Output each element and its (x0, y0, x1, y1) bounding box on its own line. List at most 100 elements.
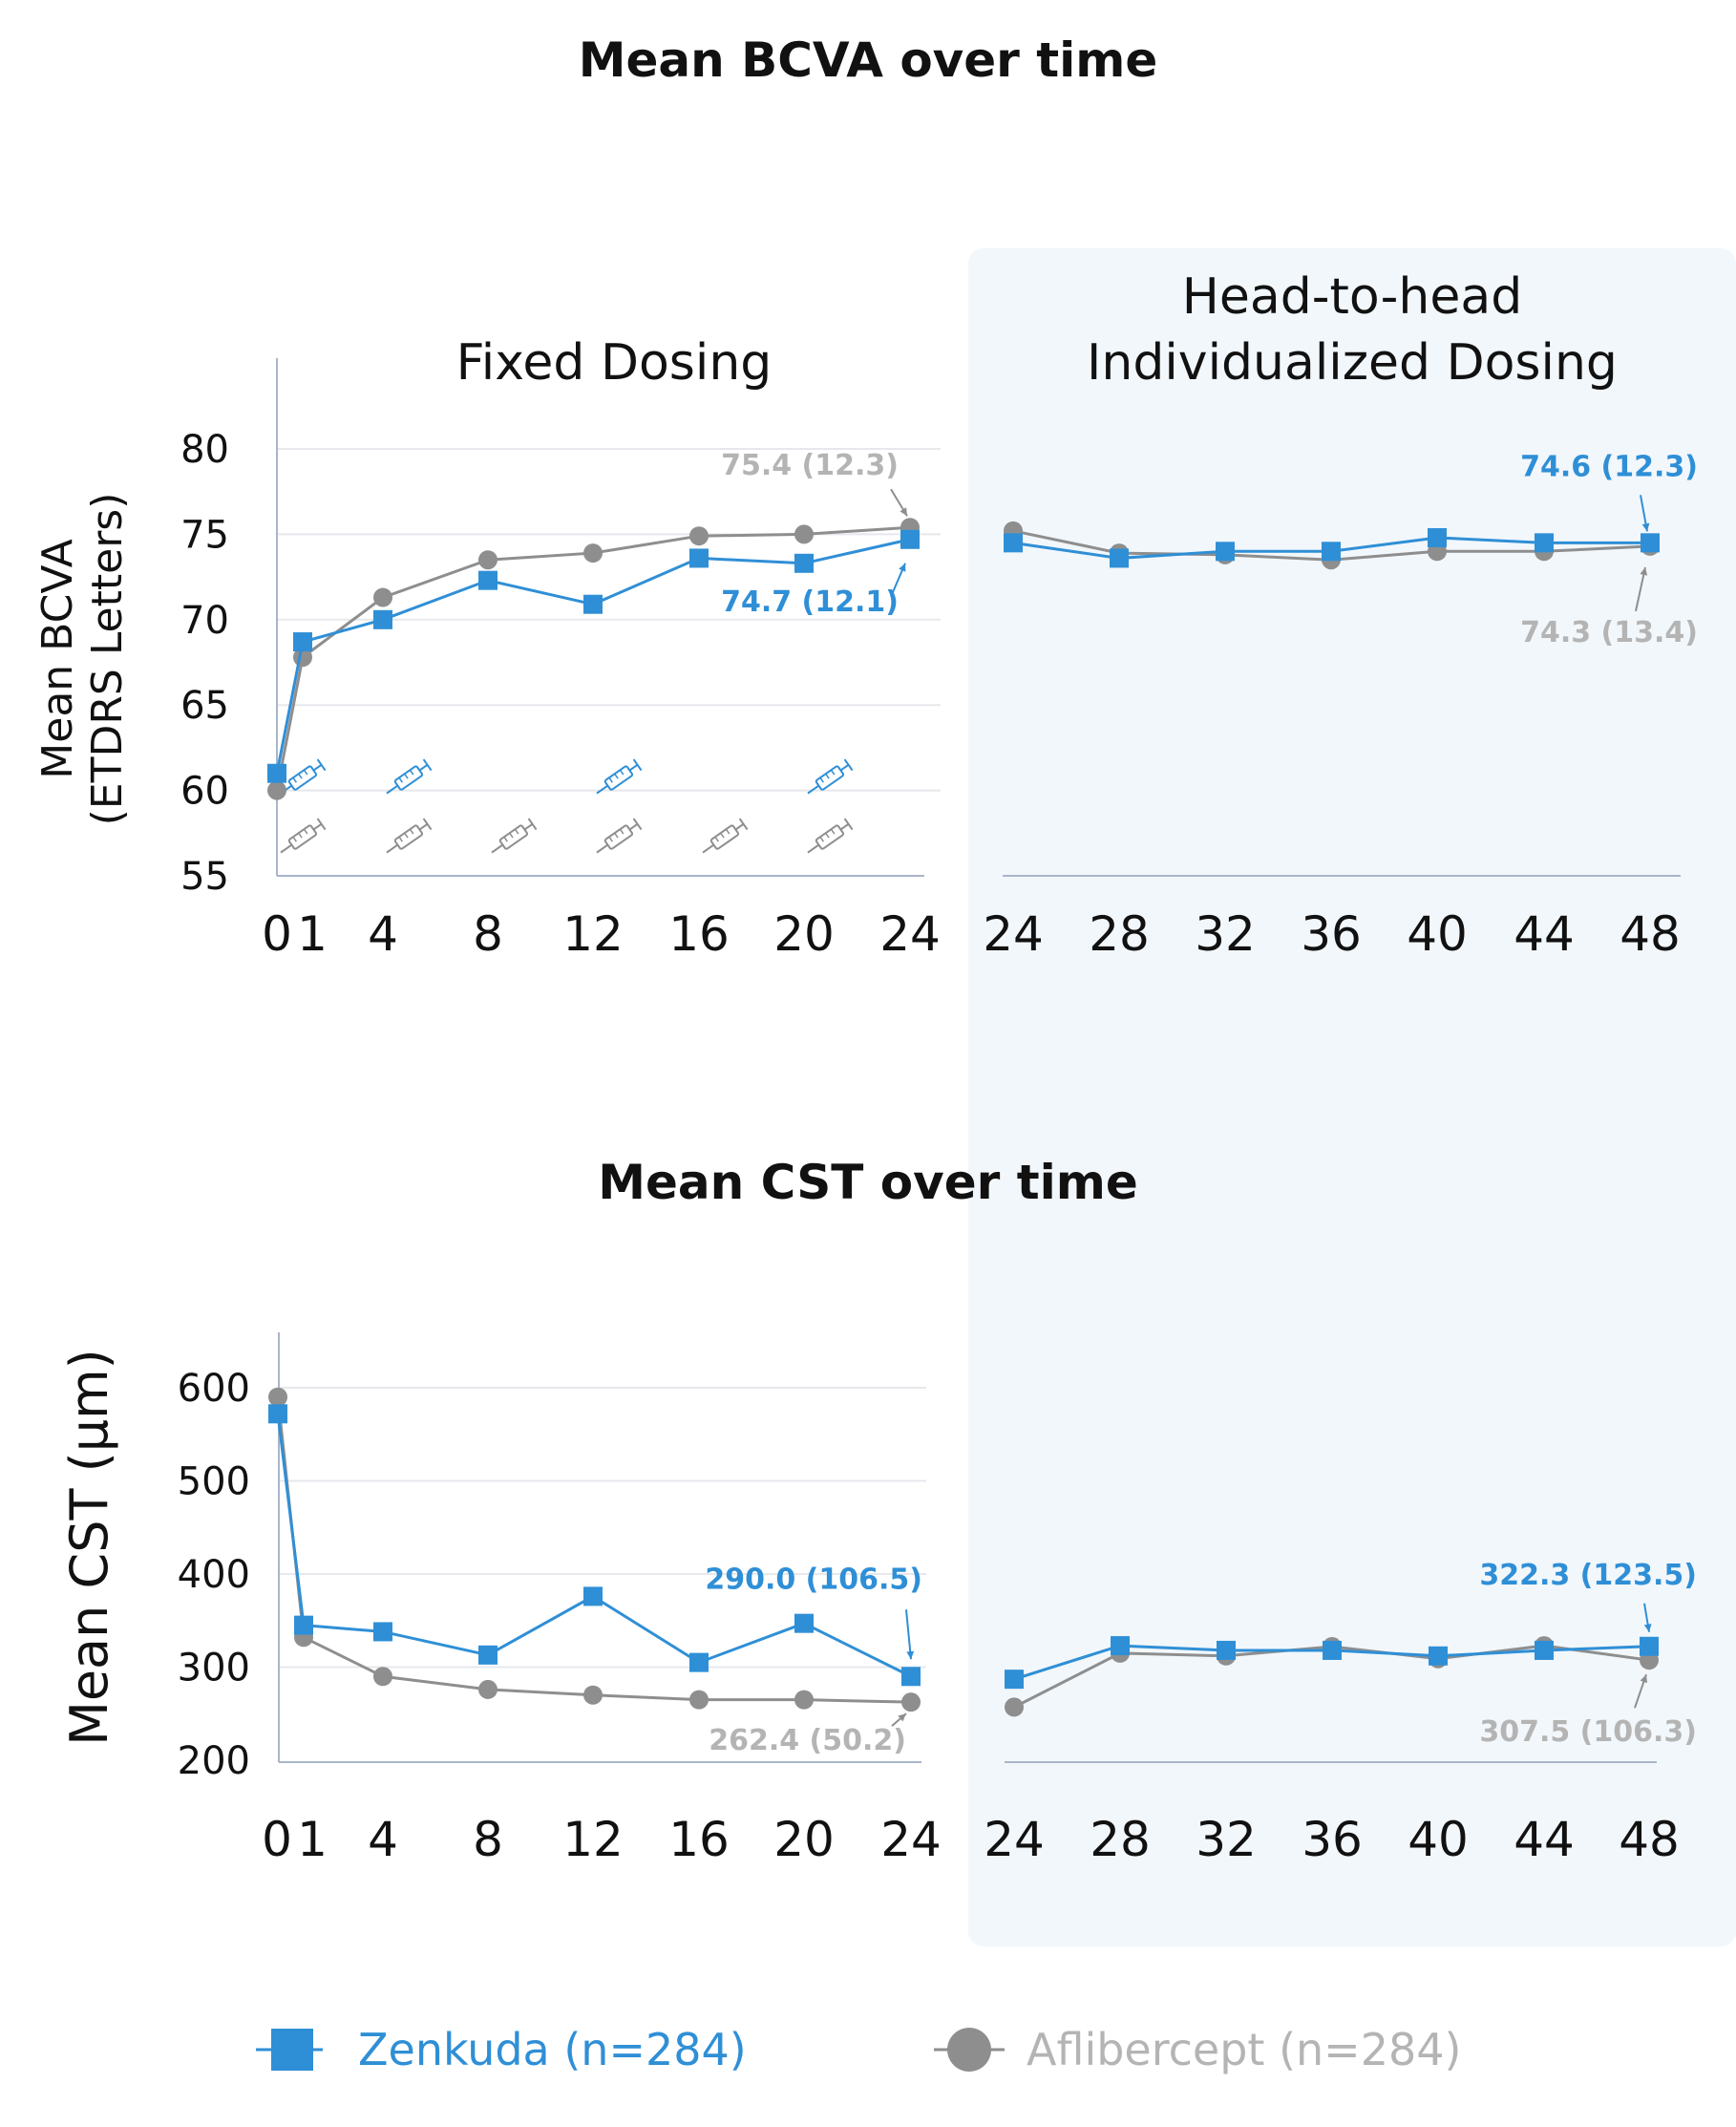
cst-fixed-aflibercept-point (689, 1690, 709, 1710)
aflibercept-injection-icon-handle (316, 818, 327, 831)
zenkuda-injection-icon-needle (807, 784, 820, 795)
bcva-h2h-zenkuda-point (1322, 542, 1341, 562)
aflibercept-injection-icon (280, 818, 327, 854)
zenkuda-injection-icon-tick (614, 773, 619, 779)
aflibercept-injection-icon-tick (819, 836, 824, 842)
cst-fixed-zenkuda-point (294, 1615, 313, 1635)
legend-aflibercept-label: Aflibercept (n=284) (1027, 2024, 1461, 2075)
aflibercept-injection-icon-tick (720, 832, 725, 839)
zenkuda-injection-icon-tick (398, 776, 403, 783)
aflibercept-injection-icon-handle (422, 818, 433, 831)
cst-y-tick-label: 200 (178, 1739, 250, 1783)
cst-fixed-aflibercept-point (478, 1679, 498, 1699)
aflibercept-injection-icon-tick (725, 828, 730, 835)
cst-fixed-zenkuda-point (901, 1667, 921, 1687)
bcva-h2h-zenkuda-point (1216, 542, 1235, 562)
zenkuda-injection-icon-plunger (418, 763, 429, 772)
cst-fixed-aflibercept-point (583, 1685, 603, 1705)
aflibercept-injection-icon-tick (398, 836, 403, 842)
zenkuda-injection-icon-tick (292, 776, 297, 783)
zenkuda-injection-icon (807, 758, 854, 795)
bcva-h2h-x-tick-label: 48 (1620, 906, 1681, 962)
bcva-fixed-zenkuda-point (293, 632, 312, 652)
zenkuda-injection-icon-handle (843, 758, 854, 772)
bcva-fixed-x-tick-label: 24 (879, 906, 941, 962)
cst-h2h-x-tick-label: 32 (1196, 1812, 1257, 1867)
legend-aflibercept-circle-icon (947, 2028, 991, 2072)
cst-y-tick-label: 500 (178, 1460, 250, 1504)
aflibercept-injection-icon-tick (503, 836, 508, 842)
bcva-fixed-aflibercept-annotation-arrow-head (900, 507, 907, 517)
cst-fixed-zenkuda-annotation: 290.0 (106.5) (705, 1563, 922, 1596)
bcva-fixed-aflibercept-point (373, 587, 392, 607)
bcva-h2h-aflibercept-annotation: 74.3 (13.4) (1520, 616, 1698, 649)
bcva-fixed-x-tick-label: 4 (368, 906, 398, 962)
cst-h2h-x-tick-label: 28 (1090, 1812, 1151, 1867)
zenkuda-injection-icon-tick (303, 769, 308, 776)
aflibercept-injection-icon (491, 818, 538, 854)
aflibercept-injection-icon-tick (714, 836, 719, 842)
bcva-h2h-x-tick-label: 40 (1407, 906, 1468, 962)
cst-fixed-x-tick-label: 20 (773, 1812, 835, 1867)
cst-fixed-x-tick-label: 16 (668, 1812, 730, 1867)
bcva-h2h-zenkuda-annotation-arrow-head (1641, 522, 1650, 532)
zenkuda-injection-icon-tick (619, 769, 625, 776)
h2h-background (968, 248, 1736, 1946)
cst-h2h-zenkuda-point (1323, 1640, 1342, 1660)
cst-fixed-zenkuda-point (583, 1586, 603, 1606)
cst-h2h-zenkuda-point (1535, 1640, 1554, 1660)
aflibercept-injection-icon-tick (619, 828, 625, 835)
aflibercept-injection-icon (702, 818, 749, 854)
aflibercept-injection-icon-tick (509, 832, 514, 839)
cst-fixed-zenkuda-point (373, 1622, 392, 1642)
aflibercept-injection-icon-tick (830, 828, 836, 835)
bcva-fixed-x-tick-label: 12 (562, 906, 624, 962)
bcva-fixed-aflibercept-line (275, 525, 911, 791)
zenkuda-injection-icon-tick (404, 773, 409, 779)
zenkuda-injection-icon-tick (298, 773, 303, 779)
cst-y-tick-label: 400 (178, 1553, 250, 1597)
aflibercept-injection-icon-plunger (418, 822, 429, 831)
aflibercept-injection-icon-tick (409, 828, 414, 835)
cst-fixed-x-tick-label: 0 (262, 1812, 292, 1867)
zenkuda-injection-icon-handle (632, 758, 643, 772)
legend-item-aflibercept[interactable]: Aflibercept (n=284) (934, 2024, 1461, 2075)
cst-y-tick-label: 300 (178, 1647, 250, 1691)
cst-fixed-zenkuda-annotation-arrow-shaft (905, 1609, 912, 1660)
bcva-y-tick-label: 75 (180, 513, 229, 557)
zenkuda-injection-icon-plunger (839, 763, 850, 772)
zenkuda-injection-icon-tick (825, 773, 830, 779)
aflibercept-injection-icon (807, 818, 854, 854)
fixed-dosing-title: Fixed Dosing (456, 334, 773, 392)
bcva-fixed-zenkuda-line (275, 538, 911, 775)
cst-y-tick-label: 600 (178, 1367, 250, 1411)
bcva-y-tick-label: 55 (180, 855, 229, 899)
zenkuda-injection-icon-tick (409, 769, 414, 776)
cst-fixed-zenkuda-annotation-arrow-head (906, 1650, 915, 1660)
aflibercept-injection-icon-handle (527, 818, 538, 831)
cst-fixed-aflibercept-point (794, 1690, 814, 1710)
aflibercept-injection-icon-plunger (523, 822, 534, 831)
aflibercept-injection-icon-needle (807, 843, 820, 854)
cst-h2h-x-tick-label: 48 (1619, 1812, 1680, 1867)
bcva-fixed-zenkuda-point (794, 553, 814, 573)
bcva-fixed-zenkuda-point (478, 570, 498, 590)
cst-fixed-aflibercept-line (276, 1396, 912, 1704)
bcva-y-axis-label-line1: Mean BCVA (33, 539, 82, 778)
legend-item-zenkuda[interactable]: Zenkuda (n=284) (256, 2024, 747, 2075)
cst-fixed-x-tick-label: 1 (297, 1812, 328, 1867)
zenkuda-injection-icon-needle (386, 784, 399, 795)
cst-fixed-aflibercept-point (901, 1692, 921, 1712)
aflibercept-injection-icon-tick (614, 832, 619, 839)
bcva-h2h-x-tick-label: 44 (1514, 906, 1575, 962)
legend: Zenkuda (n=284) Aflibercept (n=284) (256, 2024, 1461, 2075)
bcva-fixed-x-tick-label: 16 (668, 906, 730, 962)
aflibercept-injection-icon-tick (608, 836, 613, 842)
h2h-title-line2: Individualized Dosing (1087, 334, 1618, 392)
cst-h2h-aflibercept-annotation-arrow-head (1640, 1674, 1648, 1684)
cst-h2h-x-tick-label: 44 (1514, 1812, 1575, 1867)
aflibercept-injection-icon-needle (280, 843, 293, 854)
zenkuda-injection-icon-handle (316, 758, 327, 772)
zenkuda-injection-icon-tick (608, 776, 613, 783)
